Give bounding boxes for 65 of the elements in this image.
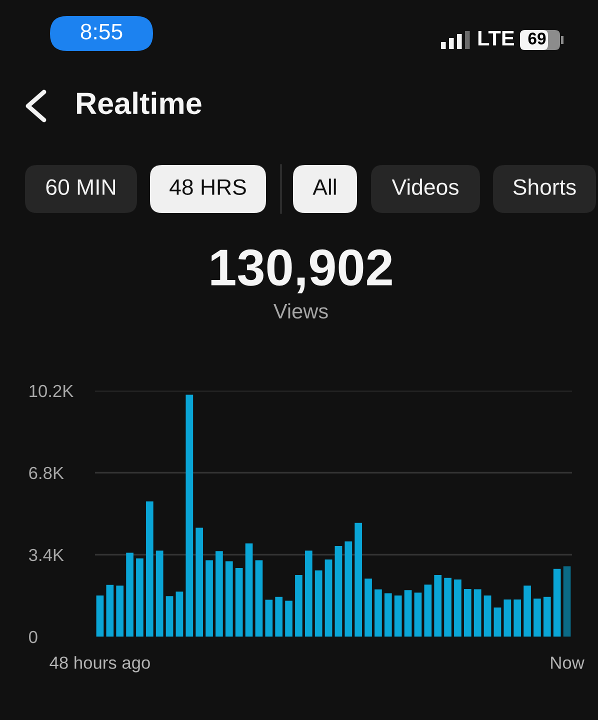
bar: [474, 589, 482, 637]
bar: [245, 543, 253, 637]
bar: [285, 600, 292, 637]
bar: [424, 584, 432, 637]
text: LTE: [478, 31, 514, 46]
y-tick-label: 3.4K: [28, 548, 64, 562]
bar: [484, 595, 492, 637]
bar: [265, 600, 273, 637]
bar: [116, 586, 124, 637]
bar: [563, 566, 571, 637]
bar: [255, 560, 263, 637]
bar: [166, 596, 174, 637]
bar: [216, 551, 223, 637]
x-tick-label: Now: [551, 656, 584, 669]
bar: [504, 600, 512, 637]
bar: [454, 580, 462, 637]
bar: [295, 574, 302, 637]
bar: [344, 541, 352, 637]
bar: [374, 589, 382, 637]
bar: [394, 595, 402, 637]
bar: [364, 578, 372, 637]
bar: [106, 584, 114, 637]
bar: [553, 568, 561, 637]
bar: [176, 592, 184, 637]
bar: [464, 588, 472, 637]
bar: [225, 561, 233, 637]
bar: [404, 590, 412, 637]
bar: [434, 574, 442, 637]
bar: [334, 546, 342, 637]
text: 69: [528, 32, 546, 44]
bar: [414, 592, 422, 637]
bar: [136, 558, 144, 637]
text: Videos: [392, 178, 458, 195]
text: Views: [273, 303, 328, 319]
y-tick-label: 0: [29, 630, 38, 644]
chart-title: Realtime: [77, 92, 202, 114]
text: Shorts: [513, 178, 576, 195]
text: 8:55: [80, 24, 122, 40]
bar: [304, 550, 312, 637]
bar: [543, 596, 551, 637]
bar: [444, 578, 452, 637]
y-tick-label: 10.2K: [30, 384, 74, 398]
bar: [275, 596, 283, 637]
bar: [96, 595, 104, 637]
bar: [314, 570, 322, 637]
y-tick-label: 6.8K: [29, 466, 64, 480]
bar: [206, 560, 213, 637]
bar: [324, 560, 332, 637]
text: All: [312, 178, 336, 195]
text: 130,902: [211, 249, 392, 294]
bar: [534, 598, 541, 637]
bar: [235, 568, 243, 637]
bar: [196, 528, 204, 637]
bar: [156, 550, 164, 637]
bar: [524, 586, 531, 637]
text: 48 HRS: [170, 179, 246, 195]
text: 60 MIN: [46, 179, 116, 195]
x-tick-label: 48 hours ago: [50, 656, 150, 672]
bar: [384, 593, 392, 637]
bar: [146, 501, 154, 637]
bar: [514, 600, 522, 637]
bar: [354, 522, 362, 637]
bar: [494, 608, 502, 637]
bar: [186, 394, 194, 637]
bar: [126, 552, 134, 637]
